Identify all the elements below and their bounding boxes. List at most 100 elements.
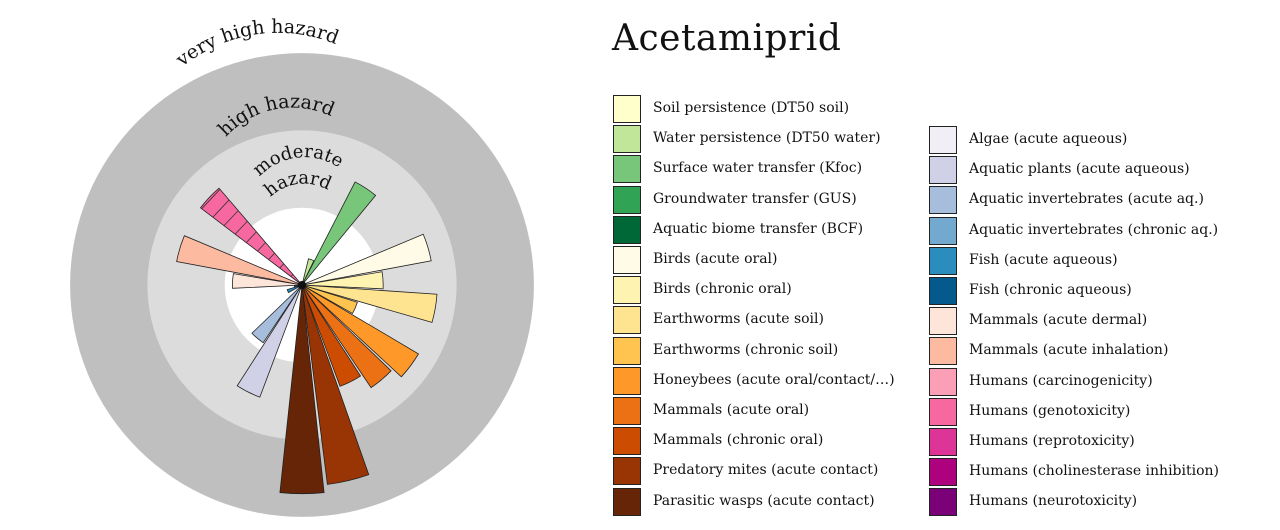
legend-label: Aquatic biome transfer (BCF) bbox=[653, 220, 864, 237]
legend-item: Mammals (acute inhalation) bbox=[929, 337, 1259, 367]
legend-swatch bbox=[929, 367, 957, 396]
bar-surface-water-transfer-kfoc bbox=[301, 181, 377, 286]
legend-swatch bbox=[613, 246, 641, 274]
legend-swatch bbox=[929, 246, 957, 275]
legend-swatch bbox=[613, 125, 641, 154]
legend-swatch bbox=[613, 276, 641, 305]
legend-item: Parasitic wasps (acute contact) bbox=[613, 487, 943, 518]
legend-swatch bbox=[613, 336, 641, 365]
legend-label: Mammals (chronic oral) bbox=[653, 432, 824, 449]
legend-item: Birds (acute oral) bbox=[613, 246, 943, 276]
hazard-polar-chart: very high hazard high hazard moderate ha… bbox=[70, 16, 534, 517]
bar-hatch-line bbox=[201, 189, 221, 209]
legend-label: Mammals (acute inhalation) bbox=[969, 342, 1169, 359]
legend-item: Soil persistence (DT50 soil) bbox=[613, 95, 943, 125]
legend-swatch bbox=[613, 185, 641, 214]
bar-hatch-line bbox=[279, 263, 285, 269]
bar-humans-genotoxicity bbox=[199, 187, 303, 286]
legend-label: Aquatic invertebrates (chronic aq.) bbox=[969, 221, 1219, 238]
bar-earthworms-acute-soil bbox=[301, 284, 438, 323]
bar-fish-acute-aqueous bbox=[286, 284, 303, 294]
legend-item: Water persistence (DT50 water) bbox=[613, 125, 943, 155]
legend-label: Mammals (acute oral) bbox=[653, 402, 810, 418]
legend-swatch bbox=[929, 186, 957, 215]
legend-swatch bbox=[929, 397, 957, 426]
legend-label: Soil persistence (DT50 soil) bbox=[653, 100, 850, 116]
legend-label: Birds (acute oral) bbox=[653, 251, 778, 267]
legend-swatch bbox=[613, 95, 641, 123]
bar-predatory-mites-acute-contact bbox=[301, 284, 370, 485]
legend-swatch bbox=[613, 155, 641, 184]
legend-item: Honeybees (acute oral/contact/…) bbox=[613, 366, 943, 397]
legend-item: Aquatic invertebrates (acute aq.) bbox=[929, 186, 1259, 216]
legend-label: Algae (acute aqueous) bbox=[969, 131, 1128, 147]
chart-center-dot bbox=[298, 281, 306, 289]
legend-label: Birds (chronic oral) bbox=[653, 281, 792, 298]
bar-hatch-line bbox=[268, 252, 275, 260]
legend-label: Parasitic wasps (acute contact) bbox=[653, 492, 875, 509]
legend-swatch bbox=[613, 306, 641, 335]
bar-parasitic-wasps-acute-contact bbox=[279, 284, 325, 495]
legend-label: Predatory mites (acute contact) bbox=[653, 462, 879, 479]
legend-swatch bbox=[613, 427, 641, 456]
bar-mammals-chronic-oral bbox=[301, 284, 362, 387]
legend-item: Humans (carcinogenicity) bbox=[929, 367, 1259, 398]
legend-label: Mammals (acute dermal) bbox=[969, 312, 1148, 329]
bar-hatch-line bbox=[212, 199, 230, 218]
bar-mammals-acute-inhalation bbox=[176, 235, 303, 286]
legend-item: Mammals (chronic oral) bbox=[613, 427, 943, 457]
legend-swatch bbox=[613, 457, 641, 486]
legend-item: Humans (cholinesterase inhibition) bbox=[929, 458, 1259, 488]
legend-label: Humans (neurotoxicity) bbox=[969, 493, 1138, 510]
legend-label: Surface water transfer (Kfoc) bbox=[653, 160, 863, 177]
bar-honeybees-acute-oral-contact bbox=[301, 284, 419, 378]
legend-label: Humans (cholinesterase inhibition) bbox=[969, 463, 1219, 480]
legend-item: Groundwater transfer (GUS) bbox=[613, 185, 943, 216]
legend-item: Surface water transfer (Kfoc) bbox=[613, 155, 943, 185]
legend-label: Humans (genotoxicity) bbox=[969, 402, 1131, 419]
legend-swatch bbox=[929, 307, 957, 336]
chart-title: Acetamiprid bbox=[612, 18, 842, 59]
legend-item: Mammals (acute dermal) bbox=[929, 307, 1259, 337]
bar-mammals-acute-oral bbox=[301, 284, 392, 389]
legend-swatch bbox=[929, 216, 957, 245]
legend-swatch bbox=[613, 487, 641, 516]
bar-hatch-line bbox=[223, 210, 239, 226]
legend-item: Predatory mites (acute contact) bbox=[613, 457, 943, 487]
bar-hatch-line bbox=[234, 220, 248, 235]
bar-hatch-line bbox=[257, 242, 266, 252]
legend-label: Earthworms (chronic soil) bbox=[653, 341, 839, 358]
legend-item: Humans (neurotoxicity) bbox=[929, 488, 1259, 518]
legend-swatch bbox=[929, 337, 957, 366]
bar-earthworms-chronic-soil bbox=[301, 284, 358, 315]
legend-item: Fish (acute aqueous) bbox=[929, 246, 1259, 277]
legend-item: Birds (chronic oral) bbox=[613, 276, 943, 306]
legend-label: Earthworms (acute soil) bbox=[653, 311, 824, 328]
legend-item: Fish (chronic aqueous) bbox=[929, 277, 1259, 307]
legend-swatch bbox=[929, 458, 957, 487]
legend-swatch bbox=[613, 366, 641, 395]
bar-birds-chronic-oral bbox=[301, 271, 384, 290]
legend-label: Honeybees (acute oral/contact/…) bbox=[653, 371, 895, 388]
legend-label: Fish (chronic aqueous) bbox=[969, 282, 1132, 298]
legend-item: Humans (genotoxicity) bbox=[929, 397, 1259, 428]
legend-label: Water persistence (DT50 water) bbox=[653, 130, 881, 147]
legend-label: Humans (reprotoxicity) bbox=[969, 433, 1135, 449]
bar-hatch-line bbox=[290, 274, 294, 277]
legend-swatch bbox=[929, 126, 957, 154]
bar-mammals-acute-dermal bbox=[232, 273, 303, 289]
legend-swatch bbox=[929, 428, 957, 456]
legend-item: Aquatic plants (acute aqueous) bbox=[929, 156, 1259, 186]
legend-label: Humans (carcinogenicity) bbox=[969, 372, 1153, 389]
bar-aquatic-plants-acute-aqueous bbox=[236, 284, 303, 398]
legend-item: Mammals (acute oral) bbox=[613, 397, 943, 427]
legend-swatch bbox=[613, 215, 641, 244]
bar-birds-acute-oral bbox=[301, 233, 432, 286]
legend-label: Fish (acute aqueous) bbox=[969, 251, 1118, 268]
bar-hatch-line bbox=[246, 231, 257, 243]
legend-item: Aquatic invertebrates (chronic aq.) bbox=[929, 216, 1259, 247]
legend-swatch bbox=[929, 277, 957, 305]
legend-item: Earthworms (acute soil) bbox=[613, 306, 943, 336]
bar-aquatic-invertebrates-acute-aq bbox=[251, 284, 303, 344]
legend-swatch bbox=[929, 488, 957, 517]
